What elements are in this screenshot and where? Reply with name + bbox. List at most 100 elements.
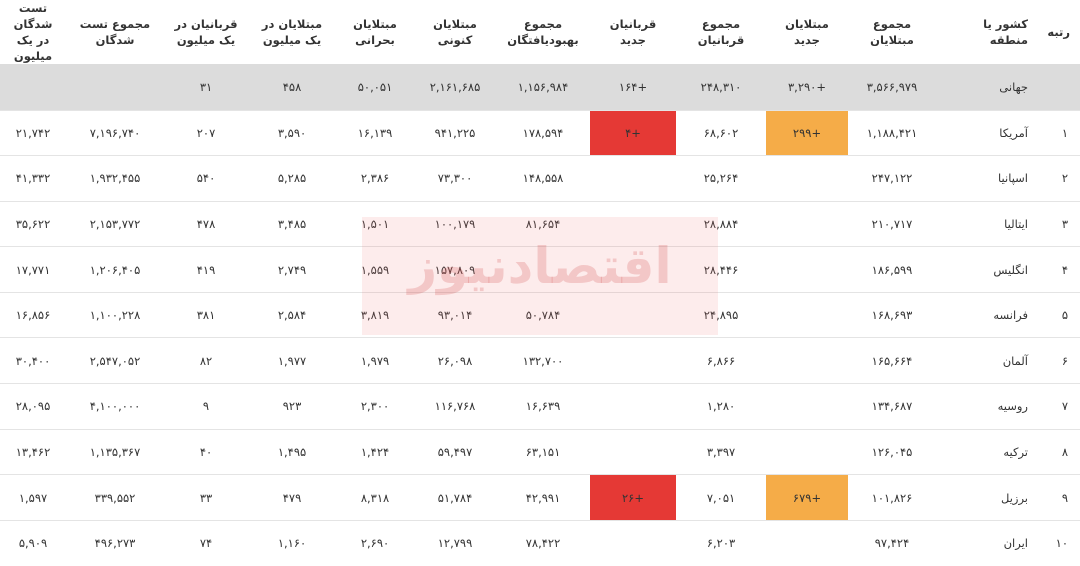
cell-new-cases (766, 291, 848, 338)
cell-total-deaths: ۲۴,۸۹۵ (676, 291, 766, 338)
cell-active-cases: ۹۳,۰۱۴ (414, 291, 496, 338)
header-deaths-per-million: قربانیان در یک میلیون (174, 17, 238, 47)
header-total-recovered: مجموع بهبودیافتگان (507, 17, 579, 47)
cell-new-cases: +۳,۲۹۰ (766, 64, 848, 110)
cell-total-recovered: ۱۴۸,۵۵۸ (496, 155, 590, 202)
cell-critical-cases: ۳,۸۱۹ (336, 291, 414, 338)
cell-country: ایتالیا (936, 200, 1036, 247)
cell-rank: ۹ (1036, 474, 1080, 521)
cell-cases-per-million: ۱,۱۶۰ (248, 519, 336, 566)
cell-total-recovered (496, 246, 590, 293)
header-total-cases: مجموع مبتلایان (870, 17, 914, 47)
cell-new-cases: +۲۹۹ (766, 109, 848, 156)
cell-total-cases: ۹۷,۴۲۴ (848, 519, 936, 566)
cell-country: برزیل (936, 474, 1036, 521)
cell-total-deaths: ۲۴۸,۳۱۰ (676, 64, 766, 110)
cell-cases-per-million: ۱,۴۹۵ (248, 428, 336, 475)
cell-new-deaths: +۱۶۴ (590, 64, 676, 110)
table-row: ۴ انگلیس ۱۸۶,۵۹۹ ۲۸,۴۴۶ ۱۵۷,۸۰۹ ۱,۵۵۹ ۲,… (0, 246, 1080, 293)
cell-total-deaths: ۲۸,۴۴۶ (676, 246, 766, 293)
header-active-cases: مبتلایان کنونی (433, 17, 477, 47)
cell-rank: ۲ (1036, 155, 1080, 202)
cell-total-tests: ۱,۲۰۶,۴۰۵ (66, 246, 164, 293)
cell-country: ایران (936, 519, 1036, 566)
cell-deaths-per-million: ۵۴۰ (164, 155, 248, 202)
table-row: ۲ اسپانیا ۲۴۷,۱۲۲ ۲۵,۲۶۴ ۱۴۸,۵۵۸ ۷۳,۳۰۰ … (0, 155, 1080, 202)
cell-new-deaths (590, 246, 676, 293)
cell-new-deaths (590, 291, 676, 338)
table-row: ۱۰ ایران ۹۷,۴۲۴ ۶,۲۰۳ ۷۸,۴۲۲ ۱۲,۷۹۹ ۲,۶۹… (0, 519, 1080, 566)
cell-active-cases: ۵۱,۷۸۴ (414, 474, 496, 521)
cell-total-recovered: ۸۱,۶۵۴ (496, 200, 590, 247)
cell-total-deaths: ۷,۰۵۱ (676, 474, 766, 521)
cell-total-deaths: ۶۸,۶۰۲ (676, 109, 766, 156)
cell-total-deaths: ۲۵,۲۶۴ (676, 155, 766, 202)
cell-tests-per-million (0, 64, 66, 110)
cell-total-recovered: ۴۲,۹۹۱ (496, 474, 590, 521)
cell-new-deaths (590, 200, 676, 247)
cell-cases-per-million: ۴۵۸ (248, 64, 336, 110)
cell-cases-per-million: ۲,۷۴۹ (248, 246, 336, 293)
cell-rank: ۱ (1036, 109, 1080, 156)
cell-total-cases: ۱۸۶,۵۹۹ (848, 246, 936, 293)
table-row: ۱ آمریکا ۱,۱۸۸,۴۲۱ +۲۹۹ ۶۸,۶۰۲ +۴ ۱۷۸,۵۹… (0, 109, 1080, 156)
cell-active-cases: ۱۲,۷۹۹ (414, 519, 496, 566)
header-row: رتبه کشور یا منطقه مجموع مبتلایان مبتلای… (0, 0, 1080, 64)
cell-total-deaths: ۶,۸۶۶ (676, 337, 766, 384)
cell-tests-per-million: ۱,۵۹۷ (0, 474, 66, 521)
cell-total-cases: ۱۶۵,۶۶۴ (848, 337, 936, 384)
cell-critical-cases: ۱,۵۵۹ (336, 246, 414, 293)
cell-total-tests (66, 64, 164, 110)
cell-total-deaths: ۲۸,۸۸۴ (676, 200, 766, 247)
cell-critical-cases: ۱,۹۷۹ (336, 337, 414, 384)
cell-total-deaths: ۱,۲۸۰ (676, 383, 766, 430)
cell-total-cases: ۱۶۸,۶۹۳ (848, 291, 936, 338)
cell-country: روسیه (936, 383, 1036, 430)
cell-new-cases: +۶۷۹ (766, 474, 848, 521)
cell-active-cases: ۹۴۱,۲۲۵ (414, 109, 496, 156)
cell-deaths-per-million: ۳۳ (164, 474, 248, 521)
cell-new-deaths (590, 428, 676, 475)
cell-country: اسپانیا (936, 155, 1036, 202)
cell-active-cases: ۵۹,۴۹۷ (414, 428, 496, 475)
cell-new-deaths (590, 519, 676, 566)
header-critical-cases: مبتلایان بحرانی (353, 17, 397, 47)
cell-country: آلمان (936, 337, 1036, 384)
cell-new-cases (766, 155, 848, 202)
cell-cases-per-million: ۴۷۹ (248, 474, 336, 521)
cell-country: ترکیه (936, 428, 1036, 475)
header-tests-per-million: تست شدگان در یک میلیون (13, 1, 53, 63)
cell-active-cases: ۲۶,۰۹۸ (414, 337, 496, 384)
cell-total-recovered: ۱۷۸,۵۹۴ (496, 109, 590, 156)
table-row: ۶ آلمان ۱۶۵,۶۶۴ ۶,۸۶۶ ۱۳۲,۷۰۰ ۲۶,۰۹۸ ۱,۹… (0, 337, 1080, 384)
cell-rank: ۳ (1036, 200, 1080, 247)
cell-tests-per-million: ۴۱,۳۳۲ (0, 155, 66, 202)
cell-tests-per-million: ۳۰,۴۰۰ (0, 337, 66, 384)
cell-rank: ۸ (1036, 428, 1080, 475)
cell-rank: ۷ (1036, 383, 1080, 430)
cell-total-tests: ۱,۹۳۲,۴۵۵ (66, 155, 164, 202)
cell-total-tests: ۲,۵۴۷,۰۵۲ (66, 337, 164, 384)
cell-active-cases: ۱۱۶,۷۶۸ (414, 383, 496, 430)
cell-critical-cases: ۸,۳۱۸ (336, 474, 414, 521)
cell-total-cases: ۲۱۰,۷۱۷ (848, 200, 936, 247)
header-country: کشور یا منطقه (983, 17, 1028, 47)
cell-rank: ۵ (1036, 291, 1080, 338)
cell-total-tests: ۷,۱۹۶,۷۴۰ (66, 109, 164, 156)
cell-active-cases: ۱۰۰,۱۷۹ (414, 200, 496, 247)
table-row: ۷ روسیه ۱۳۴,۶۸۷ ۱,۲۸۰ ۱۶,۶۳۹ ۱۱۶,۷۶۸ ۲,۳… (0, 383, 1080, 430)
cell-cases-per-million: ۲,۵۸۴ (248, 291, 336, 338)
cell-country: انگلیس (936, 246, 1036, 293)
cell-rank: ۶ (1036, 337, 1080, 384)
cell-total-recovered: ۱,۱۵۶,۹۸۴ (496, 64, 590, 110)
cell-new-cases (766, 519, 848, 566)
cell-tests-per-million: ۲۱,۷۴۲ (0, 109, 66, 156)
cell-total-tests: ۱,۱۰۰,۲۲۸ (66, 291, 164, 338)
header-new-deaths: قربانیان جدید (609, 17, 657, 47)
cell-deaths-per-million: ۳۱ (164, 64, 248, 110)
cell-country: جهانی (936, 64, 1036, 110)
cell-new-deaths (590, 383, 676, 430)
cell-rank: ۱۰ (1036, 519, 1080, 566)
cell-tests-per-million: ۱۷,۷۷۱ (0, 246, 66, 293)
